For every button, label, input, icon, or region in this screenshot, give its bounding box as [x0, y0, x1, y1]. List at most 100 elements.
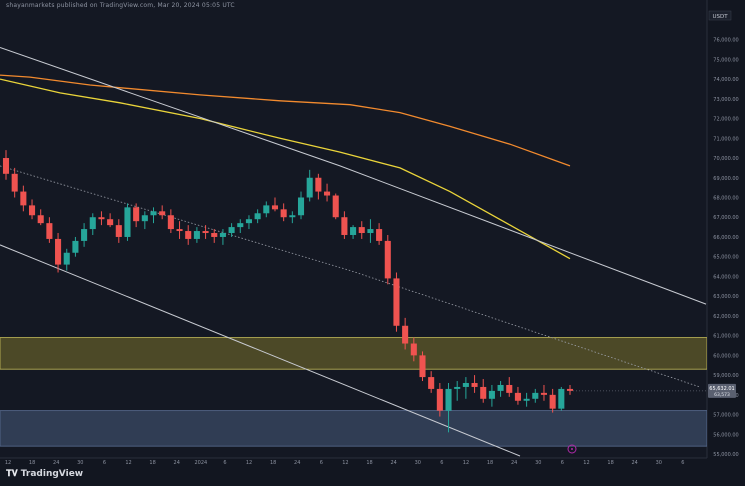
candle-up [367, 219, 374, 243]
candle-body [523, 398, 530, 401]
yellow-ma [0, 78, 571, 260]
candle-body [410, 343, 417, 356]
time-axis-panel [0, 458, 745, 486]
candle-body [367, 229, 374, 234]
candle-body [315, 177, 322, 192]
candle-body [350, 227, 357, 235]
candle-body [98, 217, 105, 220]
x-tick-label: 12 [583, 460, 589, 466]
candle-down [280, 203, 287, 222]
candle-body [150, 211, 157, 216]
candle-down [341, 211, 348, 239]
candle-down [37, 209, 44, 226]
candle-down [107, 213, 114, 228]
candle-body [358, 227, 365, 234]
candle-down [410, 337, 417, 362]
candle-down [566, 384, 574, 395]
candle-body [245, 219, 252, 224]
candle-down [384, 234, 391, 285]
y-tick-label: 63,000.00 [713, 294, 738, 300]
x-tick-label: 18 [366, 460, 372, 466]
resistance-zone [0, 337, 707, 370]
x-tick-label: 24 [390, 460, 396, 466]
candle-down [167, 209, 174, 234]
x-tick-label: 18 [270, 460, 276, 466]
candle-body [55, 238, 62, 265]
candle-body [28, 205, 36, 216]
x-tick-label: 2024 [194, 460, 207, 466]
candle-down [540, 384, 548, 401]
candle-up [89, 213, 96, 235]
y-tick-label: 72,000.00 [713, 117, 738, 123]
candle-down [549, 388, 556, 413]
candle-down [358, 221, 365, 239]
candle-body [488, 390, 495, 399]
candle-body [219, 233, 226, 237]
candle-body [81, 229, 88, 241]
candle-down [115, 219, 122, 243]
candle-up [558, 386, 565, 411]
x-tick-label: 18 [607, 460, 613, 466]
candle-up [237, 219, 244, 234]
candle-down [46, 217, 53, 243]
candle-up [523, 392, 530, 407]
tradingview-logo[interactable]: 𝐓𝐕 TradingView [6, 469, 83, 479]
y-tick-label: 59,000.00 [713, 373, 738, 379]
price-axis-panel [707, 0, 745, 486]
x-tick-label: 6 [223, 460, 226, 466]
last-price-tag [708, 383, 736, 398]
candle-down [480, 379, 487, 403]
support-zone [0, 410, 707, 447]
candle-body [185, 231, 192, 239]
brand-name: TradingView [20, 469, 84, 479]
candle-up [488, 384, 495, 407]
candle-up [124, 203, 131, 241]
candle-body [20, 191, 27, 206]
candle-down [471, 375, 478, 393]
x-tick-label: 24 [174, 460, 180, 466]
candle-body [506, 384, 513, 393]
candle-body [176, 229, 183, 232]
candle-body [532, 392, 539, 399]
x-tick-label: 6 [440, 460, 443, 466]
x-tick-label: 30 [77, 460, 83, 466]
candle-body [497, 384, 504, 391]
candle-up [81, 223, 88, 247]
candle-up [532, 388, 539, 403]
candle-down [436, 383, 443, 417]
candle-body [324, 191, 331, 196]
y-tick-label: 57,000.00 [713, 413, 738, 419]
candle-body [141, 215, 148, 222]
candle-up [254, 209, 261, 224]
candle-body [280, 209, 287, 218]
candle-down [211, 229, 218, 243]
candle-body [549, 394, 556, 409]
candle-body [133, 207, 140, 222]
candle-down [11, 167, 18, 198]
candle-body [289, 215, 296, 218]
candle-body [376, 229, 383, 241]
candle-down [271, 197, 279, 212]
candle-down [393, 272, 400, 332]
candle-down [402, 317, 409, 350]
candle-down [185, 225, 192, 245]
x-tick-label: 24 [632, 460, 638, 466]
candle-body [2, 158, 10, 174]
candle-down [2, 150, 10, 180]
candle-body [402, 325, 409, 344]
x-tick-label: 12 [463, 460, 469, 466]
candle-down [376, 223, 383, 245]
candle-up [72, 236, 79, 257]
candle-body [202, 231, 209, 234]
x-tick-label: 6 [681, 460, 684, 466]
y-tick-label: 74,000.00 [713, 77, 738, 83]
candle-up [289, 211, 296, 224]
candle-up [63, 248, 70, 271]
y-tick-label: 71,000.00 [713, 136, 738, 142]
y-tick-label: 60,000.00 [713, 353, 738, 359]
event-marker-icon[interactable] [567, 444, 577, 454]
x-tick-label: 30 [415, 460, 421, 466]
x-tick-label: 30 [535, 460, 541, 466]
